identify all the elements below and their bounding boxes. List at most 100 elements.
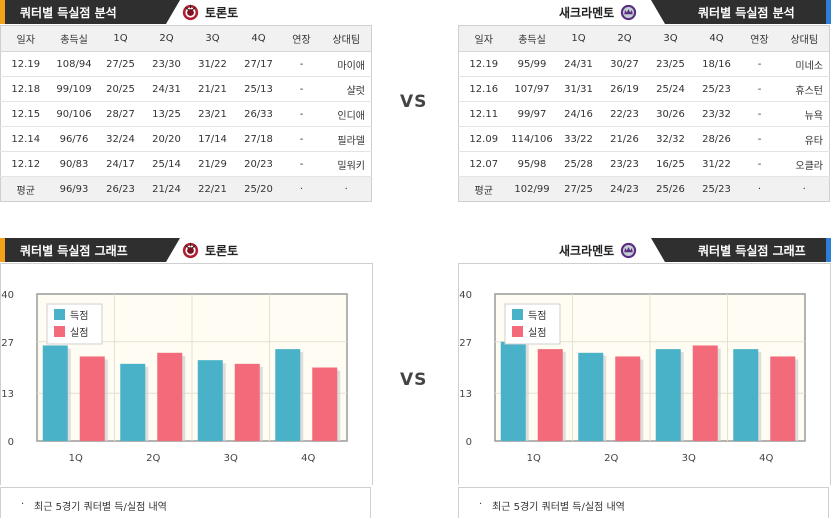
scored-bar (733, 349, 759, 441)
table-cell: - (281, 151, 322, 177)
table-cell: 24/31 (143, 76, 190, 102)
table-cell: 31/31 (555, 76, 602, 102)
column-header: 1Q (555, 25, 602, 52)
y-tick-label: 40 (1, 290, 14, 301)
table-cell: 23/25 (647, 51, 694, 77)
table-cell: 23/23 (601, 151, 648, 177)
table-row: 12.19 95/99 24/31 30/27 23/25 18/16- 미네소 (458, 51, 830, 77)
legend-swatch (512, 326, 523, 337)
table-cell: 22/23 (601, 101, 648, 127)
y-tick-label: 0 (466, 437, 472, 448)
analysis-title-right: 쿼터별 득실점 분석 (698, 6, 795, 20)
table-cell: 25/28 (555, 151, 602, 177)
legend-label: 득점 (528, 310, 546, 322)
footnote-text-right: 최근 5경기 쿼터별 득/실점 내역 (492, 502, 625, 513)
graph-team-label-left: 토론토 (182, 242, 238, 259)
scored-bar (500, 341, 526, 441)
table-cell: 밀워키 (321, 151, 372, 177)
table-row: 12.07 95/98 25/28 23/23 16/25 31/22- 오클라 (458, 151, 830, 177)
table-cell: - (739, 76, 780, 102)
table-cell: 20/20 (143, 126, 190, 152)
average-cell: · (321, 176, 372, 202)
table-cell: 96/76 (50, 126, 98, 152)
table-header-row: 일자 총득실 1Q 2Q 3Q 4Q 연장 상대팀 (0, 25, 372, 52)
table-cell: 25/24 (647, 76, 694, 102)
table-cell: 24/31 (555, 51, 602, 77)
table-cell: 휴스턴 (779, 76, 830, 102)
table-cell: 23/30 (143, 51, 190, 77)
table-cell: 95/99 (508, 51, 556, 77)
table-row: 12.19 108/94 27/25 23/30 31/22 27/17- 마이애 (0, 51, 372, 77)
table-cell: 마이애 (321, 51, 372, 77)
column-header: 총득실 (50, 25, 98, 52)
average-row: 평균 102/99 27/25 24/23 25/26 25/23 · · (458, 176, 830, 202)
x-tick-label: 4Q (301, 453, 315, 464)
table-header-row: 일자 총득실 1Q 2Q 3Q 4Q 연장 상대팀 (458, 25, 830, 52)
table-cell: - (739, 101, 780, 127)
table-cell: 95/98 (508, 151, 556, 177)
table-cell: 12.12 (0, 151, 51, 177)
column-header: 총득실 (508, 25, 556, 52)
table-row: 12.15 90/106 28/27 13/25 23/21 26/33- 인디애 (0, 101, 372, 127)
table-cell: 25/14 (143, 151, 190, 177)
x-tick-label: 3Q (682, 453, 696, 464)
table-cell: 114/106 (508, 126, 556, 152)
vs-label-top: VS (400, 92, 428, 112)
left-quarter-table: 일자 총득실 1Q 2Q 3Q 4Q 연장 상대팀 12.19 108/94 27/25 23/30… (0, 25, 372, 202)
table-cell: 12.16 (458, 76, 509, 102)
table-cell: 90/83 (50, 151, 98, 177)
average-cell: 25/26 (647, 176, 694, 202)
table-cell: 30/27 (601, 51, 648, 77)
table-cell: 12.19 (458, 51, 509, 77)
legend-swatch (54, 326, 65, 337)
average-cell: 24/23 (601, 176, 648, 202)
table-cell: 12.19 (0, 51, 51, 77)
y-tick-label: 40 (459, 290, 472, 301)
column-header: 2Q (601, 25, 648, 52)
table-cell: - (739, 126, 780, 152)
allowed-bar (692, 345, 718, 441)
scored-bar (655, 349, 681, 441)
legend-label: 실점 (70, 327, 88, 339)
bullet-icon: · (21, 499, 25, 510)
table-cell: 25/23 (693, 76, 740, 102)
graph-team-name-right: 새크라멘토 (559, 244, 615, 258)
analysis-header-right: 쿼터별 득실점 분석 (651, 0, 831, 24)
table-cell: 유타 (779, 126, 830, 152)
table-row: 12.11 99/97 24/16 22/23 30/26 23/32- 뉴욕 (458, 101, 830, 127)
average-cell: 21/24 (143, 176, 190, 202)
footnote-text-left: 최근 5경기 쿼터별 득/실점 내역 (34, 502, 167, 513)
table-cell: 31/22 (693, 151, 740, 177)
column-header: 3Q (189, 25, 236, 52)
scored-bar (578, 352, 604, 441)
graph-header-right: 쿼터별 득실점 그래프 (651, 238, 831, 262)
table-cell: 28/27 (97, 101, 144, 127)
column-header: 연장 (739, 25, 780, 52)
column-header: 1Q (97, 25, 144, 52)
table-cell: 27/18 (235, 126, 282, 152)
table-cell: 16/25 (647, 151, 694, 177)
table-cell: 30/26 (647, 101, 694, 127)
table-cell: 25/13 (235, 76, 282, 102)
table-cell: 미네소 (779, 51, 830, 77)
team-label-left: 토론토 (182, 4, 238, 21)
table-row: 12.18 99/109 20/25 24/31 21/21 25/13- 샬럿 (0, 76, 372, 102)
average-cell: · (779, 176, 830, 202)
right-quarter-table: 일자 총득실 1Q 2Q 3Q 4Q 연장 상대팀 12.19 95/99 24/31 30/27 2… (458, 25, 830, 202)
table-row: 12.16 107/97 31/31 26/19 25/24 25/23- 휴스턴 (458, 76, 830, 102)
table-cell: 18/16 (693, 51, 740, 77)
scored-bar (197, 360, 223, 441)
average-cell: · (739, 176, 780, 202)
column-header: 2Q (143, 25, 190, 52)
table-cell: 24/17 (97, 151, 144, 177)
table-cell: 107/97 (508, 76, 556, 102)
scored-bar (42, 345, 68, 441)
x-tick-label: 1Q (527, 453, 541, 464)
table-cell: 12.18 (0, 76, 51, 102)
average-cell: 22/21 (189, 176, 236, 202)
graph-team-name-left: 토론토 (205, 244, 239, 258)
allowed-bar (312, 367, 338, 441)
y-tick-label: 0 (8, 437, 14, 448)
